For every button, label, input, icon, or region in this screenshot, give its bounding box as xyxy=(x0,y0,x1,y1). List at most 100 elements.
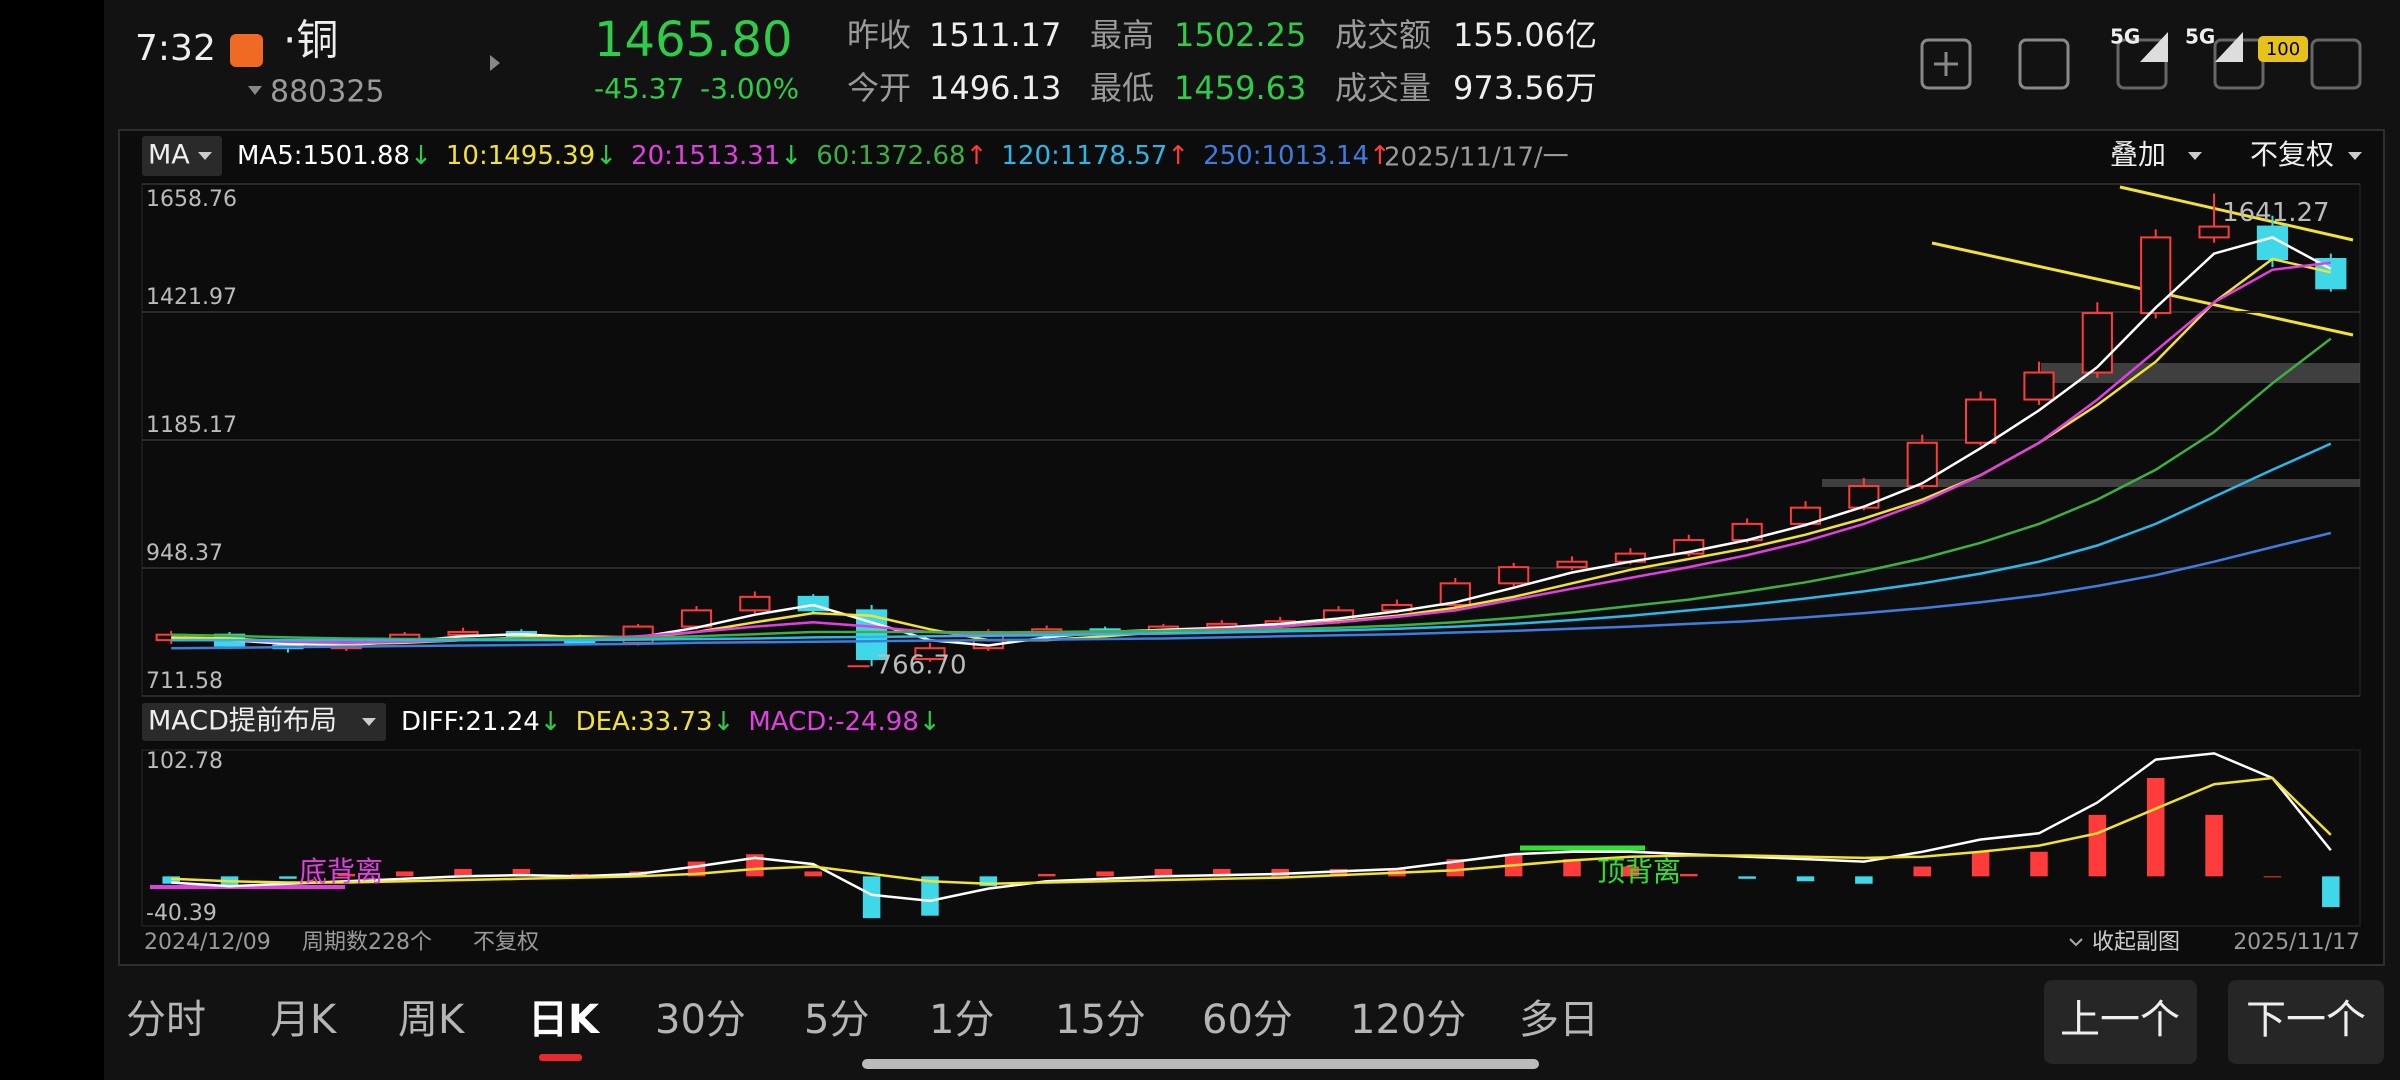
collapse-button[interactable]: 收起副图 xyxy=(2092,930,2180,955)
macd-bar xyxy=(1213,868,1231,877)
indicator-line xyxy=(171,236,2332,647)
period-tab[interactable]: 1分 xyxy=(929,997,994,1043)
battery-level: 100 xyxy=(2266,39,2300,60)
period-tab[interactable]: 分时 xyxy=(126,997,206,1043)
macd-bar xyxy=(1096,871,1114,877)
macd-bar xyxy=(979,876,998,887)
legend-value: -24.98 xyxy=(835,707,919,737)
divergence-label: 底背离 xyxy=(299,855,383,888)
left-edge xyxy=(0,0,104,1080)
period-tab[interactable]: 60分 xyxy=(1202,997,1293,1043)
legend-name: 60: xyxy=(816,141,858,171)
legend-value: 1501.88 xyxy=(303,141,411,171)
legend-name: DEA: xyxy=(576,707,639,737)
period-tab[interactable]: 日K xyxy=(528,997,601,1043)
add-icon[interactable] xyxy=(1920,38,1972,90)
legend-name: 20: xyxy=(631,141,673,171)
cursor-date: 2025/11/17/一 xyxy=(1384,143,1569,173)
indicator-line xyxy=(171,531,2332,650)
macd-bar xyxy=(279,876,297,879)
indicator-line xyxy=(171,337,2332,641)
stat-value: 155.06亿 xyxy=(1453,16,1597,54)
y-tick-label: 102.78 xyxy=(146,749,223,774)
period-tab[interactable]: 30分 xyxy=(655,997,746,1043)
next-button[interactable] xyxy=(2228,980,2384,1064)
signal-bars-2 xyxy=(2215,32,2243,62)
period-tab[interactable]: 周K xyxy=(398,997,466,1043)
adjust-arrow xyxy=(2348,152,2362,160)
last-price: 1465.80 xyxy=(594,12,793,68)
next-label[interactable]: 下一个 xyxy=(2246,997,2366,1043)
indicator-line xyxy=(171,776,2332,885)
period-count: 周期数228个 xyxy=(302,930,432,955)
stat-value: 1496.13 xyxy=(929,69,1061,107)
period-tab[interactable]: 5分 xyxy=(804,997,869,1043)
adjust-button[interactable]: 不复权 xyxy=(2250,138,2334,171)
candle-body xyxy=(1498,566,1530,585)
legend-trend: ↑ xyxy=(1369,141,1391,171)
macd-bar xyxy=(1329,868,1348,877)
stat-label: 最低 xyxy=(1090,69,1154,107)
y-tick-label: -40.39 xyxy=(146,901,217,926)
legend-name: MACD: xyxy=(748,707,835,737)
legend-trend: ↓ xyxy=(780,141,802,171)
macd-legend: DIFF:21.24↓ DEA:33.73↓ MACD:-24.98↓ xyxy=(401,707,941,737)
macd-bar xyxy=(1680,873,1698,877)
drawn-band xyxy=(1822,479,2360,487)
code-arrow[interactable] xyxy=(248,86,262,95)
battery xyxy=(2258,36,2308,62)
y-tick-label: 711.58 xyxy=(146,669,223,694)
macd-bar xyxy=(1971,851,1990,877)
period-tab[interactable]: 120分 xyxy=(1350,997,1466,1043)
macd-bar xyxy=(512,868,531,877)
overlay-button[interactable]: 叠加 xyxy=(2110,138,2166,171)
macd-bar xyxy=(454,868,472,877)
macd-bar xyxy=(1154,868,1173,877)
period-tab[interactable]: 多日 xyxy=(1519,997,1599,1043)
candle-body xyxy=(2198,225,2230,239)
prev-label[interactable]: 上一个 xyxy=(2060,997,2180,1043)
signal-2: 5G xyxy=(2185,25,2215,49)
stat-label: 最高 xyxy=(1090,16,1154,54)
app-icon[interactable] xyxy=(230,34,263,67)
window-icon[interactable] xyxy=(2018,38,2070,90)
legend-trend: ↑ xyxy=(1167,141,1189,171)
title-arrow[interactable] xyxy=(490,55,500,71)
macd-selector-label[interactable]: MACD提前布局 xyxy=(148,706,337,737)
signal-1: 5G xyxy=(2110,25,2140,49)
chart-icon[interactable] xyxy=(2116,38,2168,90)
legend-value: 1013.14 xyxy=(1261,141,1369,171)
add-icon-plus xyxy=(1934,52,1958,76)
macd-bar xyxy=(804,871,822,877)
stat-value: 973.56万 xyxy=(1453,69,1597,107)
legend-value: 1178.57 xyxy=(1060,141,1168,171)
price-change: -45.37 xyxy=(594,72,684,105)
clock: 7:32 xyxy=(135,28,216,69)
max-label: 1641.27 xyxy=(2222,198,2330,228)
stat-label: 昨收 xyxy=(847,16,911,54)
prev-button[interactable] xyxy=(2044,980,2197,1064)
macd-bar xyxy=(1563,859,1581,877)
candle-body xyxy=(1556,560,1588,569)
candle-body xyxy=(1965,398,1997,444)
period-tab[interactable]: 月K xyxy=(270,997,338,1043)
macd-selector[interactable] xyxy=(142,703,386,741)
active-tab-indicator xyxy=(539,1054,582,1061)
legend-trend: ↓ xyxy=(595,141,617,171)
stat-label: 成交额 xyxy=(1335,16,1431,54)
more-icon[interactable] xyxy=(2310,38,2362,90)
collapse-icon xyxy=(2069,938,2083,947)
macd-bar xyxy=(1913,866,1931,877)
period-tab[interactable]: 15分 xyxy=(1055,997,1146,1043)
legend-value: 1513.31 xyxy=(673,141,781,171)
instrument-title[interactable]: ·铜 xyxy=(283,16,338,65)
macd-bar xyxy=(862,876,881,919)
indicator-line xyxy=(171,752,2332,903)
ma-selector-label[interactable]: MA xyxy=(148,140,190,171)
candle-body xyxy=(2081,312,2113,374)
ma-selector[interactable] xyxy=(142,136,222,176)
macd-bar xyxy=(2088,814,2107,877)
macd-bar xyxy=(1796,876,1815,882)
candle-body xyxy=(2140,236,2172,315)
